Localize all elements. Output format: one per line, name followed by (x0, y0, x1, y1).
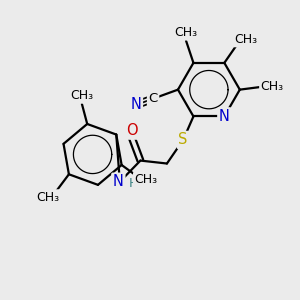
Text: CH₃: CH₃ (134, 173, 158, 186)
Text: N: N (113, 174, 124, 189)
Text: N: N (219, 109, 230, 124)
Text: CH₃: CH₃ (70, 89, 94, 102)
Text: CH₃: CH₃ (175, 26, 198, 39)
Text: N: N (130, 98, 141, 112)
Text: CH₃: CH₃ (36, 191, 59, 204)
Text: CH₃: CH₃ (234, 33, 257, 46)
Text: CH₃: CH₃ (261, 80, 284, 93)
Text: S: S (178, 133, 188, 148)
Text: H: H (129, 177, 139, 190)
Text: O: O (126, 123, 137, 138)
Text: C: C (148, 92, 158, 105)
